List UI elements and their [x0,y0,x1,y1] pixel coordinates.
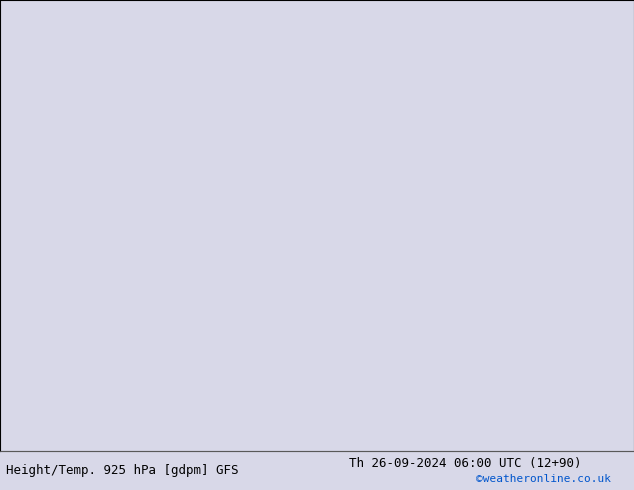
Text: ©weatheronline.co.uk: ©weatheronline.co.uk [476,474,611,484]
Text: Height/Temp. 925 hPa [gdpm] GFS: Height/Temp. 925 hPa [gdpm] GFS [6,464,239,477]
Text: Th 26-09-2024 06:00 UTC (12+90): Th 26-09-2024 06:00 UTC (12+90) [349,457,581,469]
